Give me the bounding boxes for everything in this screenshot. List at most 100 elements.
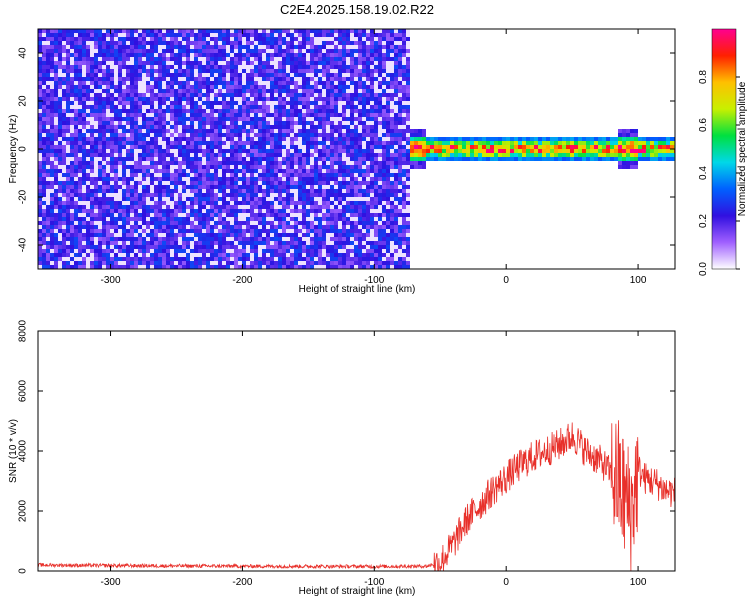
heatmap-cell [106,33,110,37]
heatmap-cell [194,77,198,81]
heatmap-cell [298,257,302,261]
heatmap-cell [94,185,98,189]
heatmap-cell [302,45,306,49]
heatmap-cell [174,89,178,93]
heatmap-cell [282,265,286,269]
heatmap-cell [294,145,298,149]
heatmap-cell [226,181,230,185]
heatmap-cell [190,73,194,77]
heatmap-cell [202,117,206,121]
heatmap-cell [190,225,194,229]
heatmap-cell [82,109,86,113]
heatmap-cell [322,129,326,133]
heatmap-cell [102,233,106,237]
heatmap-cell [362,177,366,181]
heatmap-cell [218,133,222,137]
heatmap-cell [130,137,134,141]
heatmap-cell [354,129,358,133]
heatmap-cell [90,213,94,217]
heatmap-cell [142,249,146,253]
heatmap-cell [354,85,358,89]
heatmap-cell [110,57,114,61]
heatmap-cell [250,137,254,141]
heatmap-cell [114,201,118,205]
heatmap-cell [230,121,234,125]
heatmap-cell [254,41,258,45]
heatmap-cell [294,193,298,197]
heatmap-cell [182,161,186,165]
heatmap-cell [330,241,334,245]
heatmap-cell [262,201,266,205]
heatmap-cell [62,177,66,181]
heatmap-cell [86,113,90,117]
heatmap-cell [82,233,86,237]
heatmap-cell [90,105,94,109]
heatmap-cell [126,53,130,57]
heatmap-cell [294,189,298,193]
heatmap-cell [350,201,354,205]
heatmap-cell [210,213,214,217]
heatmap-cell [46,93,50,97]
heatmap-cell [62,169,66,173]
heatmap-cell [138,261,142,265]
heatmap-cell [326,177,330,181]
heatmap-cell [126,93,130,97]
heatmap-cell [354,113,358,117]
heatmap-cell [254,65,258,69]
heatmap-cell [262,193,266,197]
heatmap-cell [294,197,298,201]
heatmap-cell [366,193,370,197]
heatmap-cell [314,237,318,241]
heatmap-cell [170,245,174,249]
heatmap-cell [150,201,154,205]
heatmap-cell [42,209,46,213]
heatmap-cell [182,141,186,145]
heatmap-cell [158,37,162,41]
heatmap-cell [118,89,122,93]
heatmap-cell [50,145,54,149]
heatmap-cell [38,117,42,121]
heatmap-cell [118,85,122,89]
heatmap-cell [326,173,330,177]
heatmap-cell [242,237,246,241]
heatmap-cell [90,237,94,241]
heatmap-cell [110,237,114,241]
heatmap-cell [74,233,78,237]
heatmap-cell [270,93,274,97]
heatmap-cell [310,257,314,261]
heatmap-cell [210,161,214,165]
heatmap-cell [154,121,158,125]
heatmap-cell [246,105,250,109]
heatmap-cell [322,161,326,165]
heatmap-cell [366,81,370,85]
heatmap-cell [38,37,42,41]
heatmap-cell [286,261,290,265]
heatmap-cell [226,249,230,253]
heatmap-cell [366,37,370,41]
heatmap-cell [274,201,278,205]
heatmap-cell [306,169,310,173]
heatmap-cell [46,193,50,197]
heatmap-cell [178,229,182,233]
heatmap-cell [102,177,106,181]
heatmap-cell [350,193,354,197]
heatmap-cell [62,257,66,261]
heatmap-cell [62,265,66,269]
heatmap-cell [250,173,254,177]
heatmap-cell [142,161,146,165]
heatmap-cell [126,41,130,45]
heatmap-cell [202,29,206,33]
heatmap-cell [182,193,186,197]
heatmap-cell [358,149,362,153]
heatmap-cell [338,213,342,217]
heatmap-cell [78,121,82,125]
heatmap-cell [330,213,334,217]
heatmap-cell [366,53,370,57]
heatmap-cell [214,85,218,89]
heatmap-cell [130,213,134,217]
heatmap-cell [330,85,334,89]
heatmap-cell [50,97,54,101]
heatmap-cell [186,181,190,185]
heatmap-cell [198,77,202,81]
heatmap-cell [122,73,126,77]
